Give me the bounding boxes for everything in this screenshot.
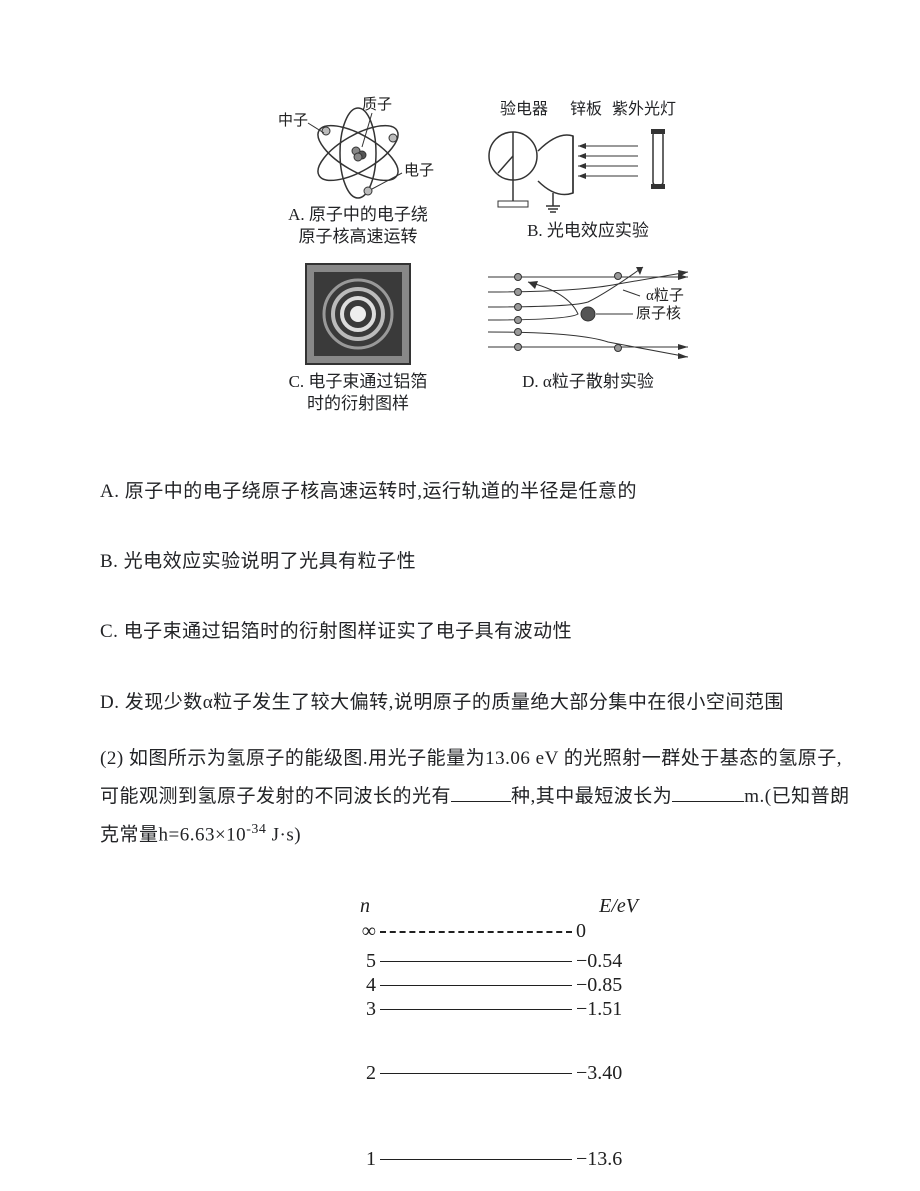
electron-label: 电子	[404, 162, 434, 179]
ed-e-4: −0.85	[576, 974, 640, 997]
q2-tail: J·s)	[266, 824, 301, 845]
electroscope-label: 验电器	[500, 95, 548, 119]
photoelectric-icon	[478, 121, 698, 216]
ed-header-e: E/eV	[599, 895, 638, 918]
proton-label: 质子	[362, 96, 392, 113]
options-block: A. 原子中的电子绕原子核高速运转时,运行轨道的半径是任意的 B. 光电效应实验…	[100, 475, 860, 756]
option-d: D. 发现少数α粒子发生了较大偏转,说明原子的质量绝大部分集中在很小空间范围	[100, 686, 860, 720]
ed-header-n: n	[360, 895, 370, 918]
blank-2	[672, 781, 744, 802]
option-a: A. 原子中的电子绕原子核高速运转时,运行轨道的半径是任意的	[100, 475, 860, 509]
figure-grid: 质子 中子 电子 A. 原子中的电子绕 原子核高速运转 验电器 锌板 紫外光灯	[278, 95, 728, 425]
atom-diagram-icon: 质子 中子 电子	[278, 93, 438, 203]
option-b: B. 光电效应实验说明了光具有粒子性	[100, 545, 860, 579]
fig-b-caption: B. 光电效应实验	[527, 220, 649, 242]
fig-a-caption-l1: A. 原子中的电子绕	[288, 204, 428, 226]
alpha-label: α粒子	[646, 287, 684, 304]
scattering-icon: α粒子 原子核	[478, 262, 698, 367]
ed-line-inf	[380, 931, 572, 933]
option-c: C. 电子束通过铝箔时的衍射图样证实了电子具有波动性	[100, 615, 860, 649]
ed-n-3: 3	[340, 998, 376, 1021]
ed-line-2	[380, 1073, 572, 1074]
uv-label: 紫外光灯	[612, 95, 676, 119]
figure-b: 验电器 锌板 紫外光灯	[478, 95, 698, 248]
ed-e-2: −3.40	[576, 1062, 640, 1085]
ed-n-5: 5	[340, 950, 376, 973]
ed-line-4	[380, 985, 572, 986]
figure-d: α粒子 原子核 D. α粒子散射实验	[478, 262, 698, 415]
diffraction-icon	[298, 260, 418, 370]
ed-line-5	[380, 961, 572, 962]
fig-a-caption-l2: 原子核高速运转	[288, 226, 428, 248]
energy-level-diagram: n E/eV ∞ 0 5 −0.54 4 −0.85 3 −1.51 2 −3.…	[340, 895, 640, 1172]
q2-mid: 种,其中最短波长为	[511, 786, 672, 807]
nucleus-label: 原子核	[636, 305, 681, 322]
question-2: (2) 如图所示为氢原子的能级图.用光子能量为13.06 eV 的光照射一群处于…	[100, 740, 850, 854]
ed-line-1	[380, 1159, 572, 1160]
ed-n-4: 4	[340, 974, 376, 997]
blank-1	[451, 781, 511, 802]
neutron-label: 中子	[278, 112, 308, 129]
ed-line-3	[380, 1009, 572, 1010]
q2-exp: -34	[246, 822, 266, 837]
ed-n-inf: ∞	[340, 920, 376, 943]
fig-c-caption-l1: C. 电子束通过铝箔	[289, 371, 428, 393]
ed-n-2: 2	[340, 1062, 376, 1085]
zinc-label: 锌板	[570, 95, 602, 119]
ed-n-1: 1	[340, 1148, 376, 1171]
fig-d-caption: D. α粒子散射实验	[522, 371, 654, 393]
ed-e-3: −1.51	[576, 998, 640, 1021]
fig-c-caption-l2: 时的衍射图样	[289, 393, 428, 415]
figure-a: 质子 中子 电子 A. 原子中的电子绕 原子核高速运转	[278, 95, 438, 248]
ed-e-5: −0.54	[576, 950, 640, 973]
ed-e-inf: 0	[576, 920, 640, 943]
figure-c: C. 电子束通过铝箔 时的衍射图样	[278, 262, 438, 415]
ed-e-1: −13.6	[576, 1148, 640, 1171]
